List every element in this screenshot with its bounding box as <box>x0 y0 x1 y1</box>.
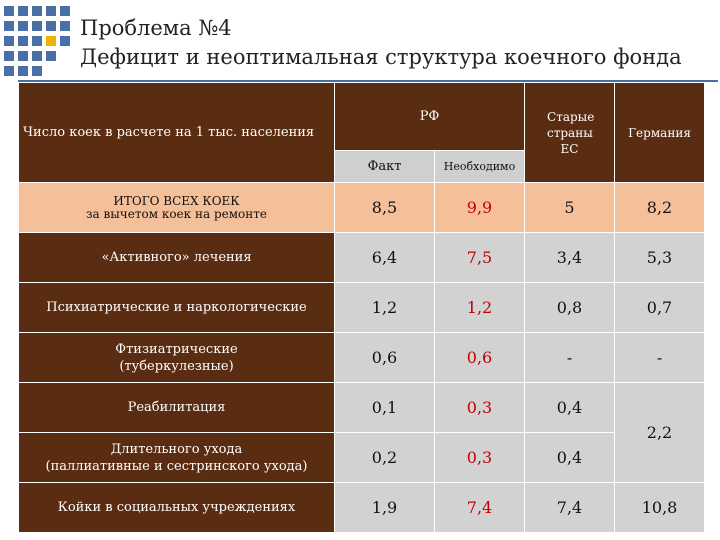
cell-fact: 0,6 <box>334 332 435 383</box>
cell-needed: 7,5 <box>433 232 526 283</box>
row-label: Фтизиатрические (туберкулезные) <box>18 332 335 383</box>
row-label-line1: ИТОГО ВСЕХ КОЕК <box>113 193 240 208</box>
header-needed: Необходимо <box>433 150 526 183</box>
table-row-total: ИТОГО ВСЕХ КОЕК за вычетом коек на ремон… <box>18 182 706 233</box>
title-line-2: Дефицит и неоптимальная структура коечно… <box>80 45 682 69</box>
header-eu: Старые страны ЕС <box>524 82 616 183</box>
row-label: «Активного» лечения <box>18 232 335 283</box>
title-line-1: Проблема №4 <box>80 16 232 40</box>
header-fact-text: Факт <box>367 159 402 174</box>
cell-germany: 0,7 <box>614 282 706 333</box>
cell-fact: 6,4 <box>334 232 435 283</box>
table-row: Койки в социальных учреждениях 1,9 7,4 7… <box>18 482 706 533</box>
decorative-squares <box>4 6 70 76</box>
cell-germany: - <box>614 332 706 383</box>
cell-eu: 0,8 <box>524 282 616 333</box>
cell-eu: 0,4 <box>524 382 616 433</box>
row-label-line1: Фтизиатрические <box>115 341 238 357</box>
row-label-line2: (паллиативные и сестринского ухода) <box>45 458 308 474</box>
bed-capacity-table: Число коек в расчете на 1 тыс. населения… <box>18 82 706 533</box>
cell-eu: 3,4 <box>524 232 616 283</box>
cell-eu: 7,4 <box>524 482 616 533</box>
header-germany: Германия <box>614 82 706 183</box>
table-row: Фтизиатрические (туберкулезные) 0,6 0,6 … <box>18 332 706 383</box>
cell-needed: 0,3 <box>433 432 526 483</box>
cell-fact: 1,9 <box>334 482 435 533</box>
cell-germany: 8,2 <box>614 182 706 233</box>
cell-germany: 5,3 <box>614 232 706 283</box>
cell-eu: 0,4 <box>524 432 616 483</box>
row-label: Реабилитация <box>18 382 335 433</box>
cell-needed: 0,6 <box>433 332 526 383</box>
header-needed-text: Необходимо <box>443 160 516 173</box>
row-label: ИТОГО ВСЕХ КОЕК за вычетом коек на ремон… <box>18 182 335 233</box>
cell-fact: 1,2 <box>334 282 435 333</box>
row-label: Психиатрические и наркологические <box>18 282 335 333</box>
cell-fact: 0,1 <box>334 382 435 433</box>
header-label: Число коек в расчете на 1 тыс. населения <box>18 82 335 183</box>
cell-fact: 0,2 <box>334 432 435 483</box>
cell-fact: 8,5 <box>334 182 435 233</box>
slide-title: Проблема №4 Дефицит и неоптимальная стру… <box>80 14 682 72</box>
row-label-line2: за вычетом коек на ремонте <box>85 206 268 221</box>
header-eu-text: Старые страны ЕС <box>547 109 595 156</box>
cell-germany: 10,8 <box>614 482 706 533</box>
header-rf: РФ <box>333 82 526 151</box>
row-label-line1: Длительного ухода <box>110 441 243 457</box>
cell-needed: 1,2 <box>433 282 526 333</box>
cell-eu: 5 <box>524 182 616 233</box>
cell-needed: 7,4 <box>433 482 526 533</box>
row-label: Койки в социальных учреждениях <box>18 482 335 533</box>
cell-germany-merged: 2,2 <box>614 382 706 483</box>
table-row: Реабилитация 0,1 0,3 0,4 2,2 <box>18 382 706 483</box>
title-divider <box>18 80 718 82</box>
header-rf-text: РФ <box>419 109 440 124</box>
table-row: «Активного» лечения 6,4 7,5 3,4 5,3 <box>18 232 706 283</box>
row-label-line2: (туберкулезные) <box>119 358 234 374</box>
cell-needed: 0,3 <box>433 382 526 433</box>
header-fact: Факт <box>334 150 435 183</box>
table-row: Психиатрические и наркологические 1,2 1,… <box>18 282 706 333</box>
row-label: Длительного ухода (паллиативные и сестри… <box>18 432 335 483</box>
cell-needed: 9,9 <box>433 182 526 233</box>
header-label-text: Число коек в расчете на 1 тыс. населения <box>23 125 315 140</box>
cell-eu: - <box>524 332 616 383</box>
header-germany-text: Германия <box>628 125 691 140</box>
table-row: Длительного ухода (паллиативные и сестри… <box>18 432 705 483</box>
